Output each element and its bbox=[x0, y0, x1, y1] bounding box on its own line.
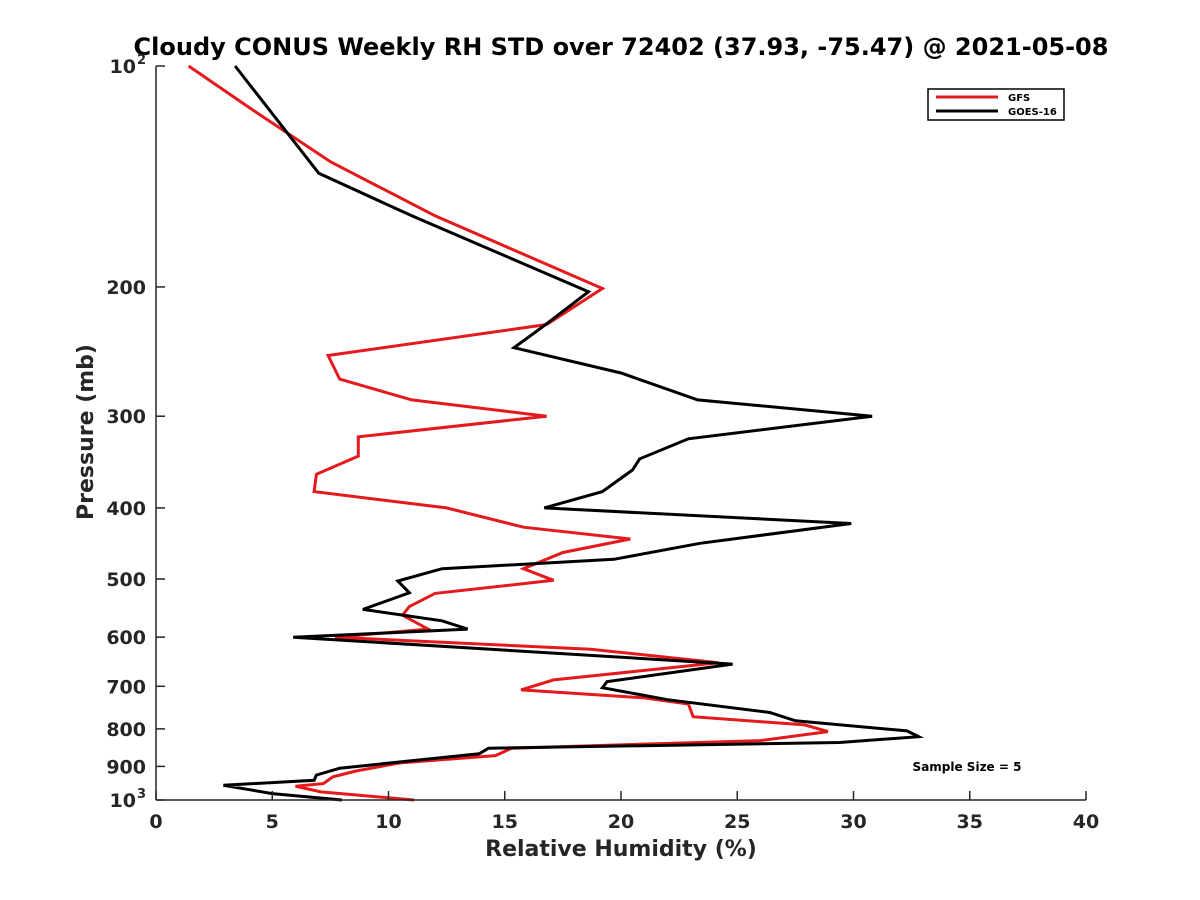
plot-area bbox=[187, 64, 925, 802]
x-tick-label: 15 bbox=[492, 811, 518, 833]
sample-size-annotation: Sample Size = 5 bbox=[913, 760, 1022, 774]
x-tick-label: 25 bbox=[724, 811, 750, 833]
y-tick-exponent: 2 bbox=[137, 53, 146, 68]
chart-title: Cloudy CONUS Weekly RH STD over 72402 (3… bbox=[134, 33, 1109, 61]
x-tick-label: 40 bbox=[1073, 811, 1099, 833]
legend-label-gfs: GFS bbox=[1008, 93, 1030, 104]
y-tick-label: 10 bbox=[110, 56, 136, 78]
legend-box bbox=[927, 88, 1065, 121]
y-tick-exponent: 3 bbox=[137, 787, 146, 802]
y-tick-label: 10 bbox=[110, 790, 136, 812]
x-tick-label: 35 bbox=[957, 811, 983, 833]
y-tick-label: 800 bbox=[106, 719, 146, 741]
legend-label-goes-16: GOES-16 bbox=[1008, 107, 1057, 118]
x-tick-label: 20 bbox=[608, 811, 634, 833]
x-axis-label: Relative Humidity (%) bbox=[485, 837, 757, 862]
y-tick-label: 700 bbox=[106, 676, 146, 698]
y-tick-label: 300 bbox=[106, 406, 146, 428]
y-tick-label: 900 bbox=[106, 756, 146, 778]
series-line-gfs bbox=[187, 64, 829, 802]
y-axis-label: Pressure (mb) bbox=[74, 344, 99, 520]
y-tick-label: 600 bbox=[106, 627, 146, 649]
y-tick-label: 500 bbox=[106, 569, 146, 591]
x-tick-label: 10 bbox=[375, 811, 401, 833]
x-tick-label: 0 bbox=[149, 811, 162, 833]
legend: GFS GOES-16 bbox=[927, 88, 1065, 121]
y-tick-label: 400 bbox=[106, 498, 146, 520]
x-tick-label: 30 bbox=[840, 811, 866, 833]
series-line-goes-16 bbox=[223, 65, 925, 802]
y-tick-label: 200 bbox=[106, 277, 146, 299]
x-tick-label: 5 bbox=[266, 811, 279, 833]
